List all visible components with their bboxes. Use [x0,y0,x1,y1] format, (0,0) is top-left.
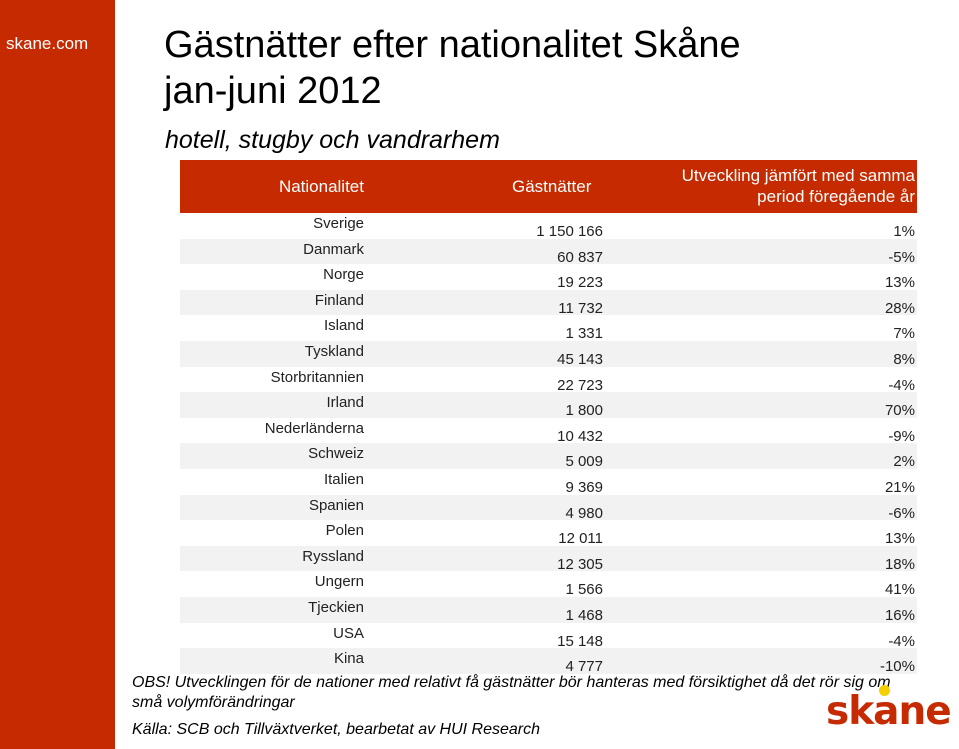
change-cell: 21% [884,478,915,496]
table-row: Polen 12 011 13% [180,520,917,548]
table-row: Tjeckien 1 468 16% [180,596,917,624]
table-header: Nationalitet Gästnätter Utveckling jämfö… [180,160,917,213]
country-cell: Nederländerna [264,419,364,437]
nights-cell: 12 011 [558,530,603,548]
nights-cell: 1 468 [565,606,603,624]
header-change-line-1: Utveckling jämfört med samma [681,166,915,185]
table-row: Storbritannien 22 723 -4% [180,367,917,394]
nights-cell: 12 305 [557,555,603,573]
table-row: Nederländerna 10 432 -9% [180,418,917,445]
change-cell: -6% [888,504,915,522]
title-line-1: Gästnätter efter nationalitet Skåne [164,24,741,66]
title-line-2: jan-juni 2012 [164,70,382,112]
table-body: Sverige 1 150 166 1% Danmark 60 837 -5% Norge 1… [180,213,917,676]
country-cell: Norge [323,266,364,284]
change-cell: -4% [888,632,915,650]
nights-cell: 45 143 [557,350,603,368]
country-cell: Danmark [303,240,364,258]
country-cell: Italien [323,470,364,488]
country-cell: Island [323,317,364,335]
change-cell: 1% [893,223,915,240]
nights-cell: 4 777 [565,658,603,676]
page-subtitle: hotell, stugby och vandrarhem [165,126,500,154]
table-row: Norge 19 223 13% [180,264,917,292]
source-note: Källa: SCB och Tillväxtverket, bearbetat… [132,721,541,738]
header-nights: Gästnätter [512,177,592,196]
caution-note: OBS! Utvecklingen för de nationer med re… [132,674,891,711]
change-cell: 13% [884,274,915,292]
brand-link[interactable]: skane.com [6,34,89,53]
table-row: Sverige 1 150 166 1% [180,213,917,240]
country-cell: Ungern [314,573,364,591]
table-row: Danmark 60 837 -5% [180,238,917,266]
country-cell: Spanien [308,496,364,514]
nights-cell: 19 223 [557,274,603,292]
country-cell: Irland [326,394,364,412]
logo-text: skane [826,689,952,734]
nights-cell: 4 980 [565,504,603,522]
change-cell: 41% [884,581,915,599]
country-cell: Tyskland [304,342,364,360]
logo-dot-icon [879,685,890,696]
country-cell: Kina [333,650,364,668]
country-cell: Storbritannien [270,368,364,386]
table-row: Spanien 4 980 -6% [180,494,917,522]
nights-cell: 60 837 [557,248,603,266]
country-cell: Finland [314,291,364,309]
table-row: Ungern 1 566 41% [180,571,917,599]
nights-cell: 1 150 166 [536,223,603,240]
country-cell: Ryssland [302,547,364,565]
header-nationality: Nationalitet [278,177,364,196]
change-cell: 16% [884,606,915,624]
table-row: Irland 1 800 70% [180,392,917,420]
change-cell: 70% [884,402,915,420]
page-title: Gästnätter efter nationalitet Skåne jan-… [164,22,741,114]
header-change: Utveckling jämfört med samma period före… [635,165,915,207]
change-cell: 7% [893,325,915,343]
change-cell: 13% [884,530,915,548]
table-row: Tyskland 45 143 8% [180,340,917,368]
nights-cell: 1 566 [565,581,603,599]
nights-cell: 1 331 [565,325,603,343]
nights-cell: 15 148 [557,632,603,650]
skane-logo: skane [826,685,956,734]
nights-cell: 10 432 [557,427,603,445]
nights-cell: 22 723 [557,376,603,394]
change-cell: -9% [888,427,915,445]
nights-cell: 5 009 [565,453,603,471]
change-cell: 8% [893,350,915,368]
table-row: Island 1 331 7% [180,315,917,343]
change-cell: 18% [884,555,915,573]
header-change-line-2: period föregående år [757,187,915,206]
country-cell: Sverige [313,215,364,232]
country-cell: Tjeckien [308,598,364,616]
table-row: Schweiz 5 009 2% [180,443,917,471]
nights-cell: 11 732 [558,299,603,317]
table-row: Finland 11 732 28% [180,289,917,317]
change-cell: -4% [888,376,915,394]
country-cell: USA [333,624,364,642]
sidebar: skane.com [0,0,115,749]
change-cell: -5% [888,248,915,266]
country-cell: Schweiz [308,445,364,463]
table-row: Ryssland 12 305 18% [180,545,917,573]
change-cell: 2% [893,453,915,471]
nights-cell: 9 369 [565,478,603,496]
table-row: USA 15 148 -4% [180,623,917,650]
change-cell: 28% [884,299,915,317]
change-cell: -10% [879,658,915,676]
table-row: Italien 9 369 21% [180,469,917,496]
nights-cell: 1 800 [565,402,603,420]
table-row: Kina 4 777 -10% [180,648,917,676]
nationality-table: Nationalitet Gästnätter Utveckling jämfö… [180,160,917,676]
country-cell: Polen [325,522,364,540]
